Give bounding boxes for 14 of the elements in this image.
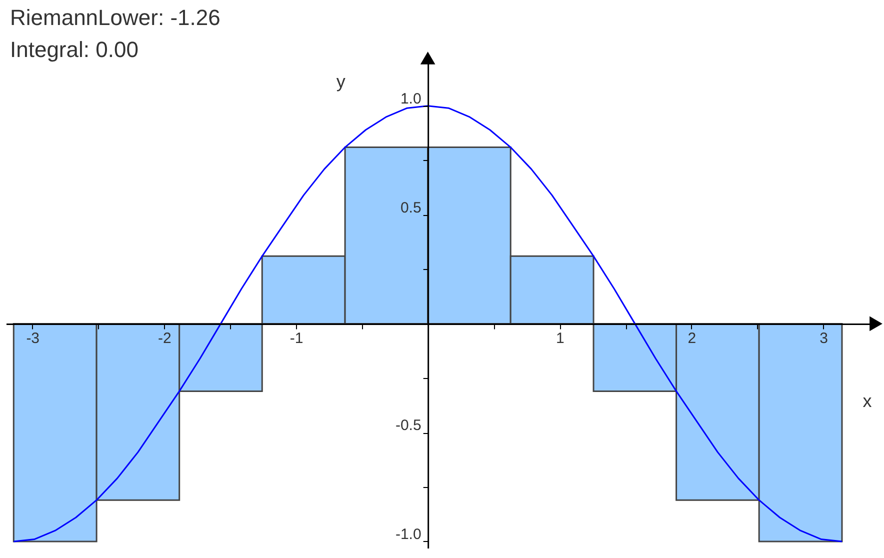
y-axis-title: y xyxy=(336,72,346,92)
annotation: Integral: 0.00 xyxy=(10,37,138,62)
x-axis-title: x xyxy=(862,391,872,412)
y-tick-label: 1.0 xyxy=(400,90,422,108)
y-tick-label: 0.5 xyxy=(400,199,422,216)
x-tick-label: 3 xyxy=(820,330,828,348)
x-tick-label: -3 xyxy=(26,330,40,348)
text: RiemannLower: -1.26 xyxy=(10,5,220,30)
x-tick-label: -2 xyxy=(158,330,172,348)
x-tick-label: -1 xyxy=(290,330,304,348)
x-tick-label: 2 xyxy=(688,330,696,348)
y-tick-label: -0.5 xyxy=(395,417,422,434)
y-tick-label: -1.0 xyxy=(395,526,422,543)
x-tick-label: 1 xyxy=(556,330,564,348)
